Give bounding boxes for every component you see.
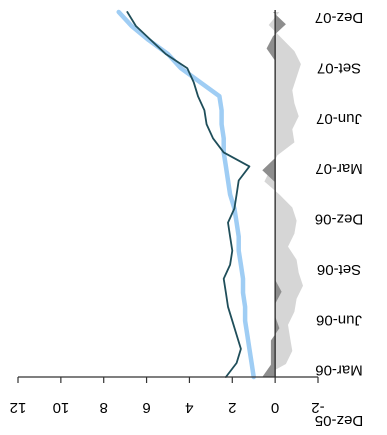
value-tick-label: 12 <box>10 399 27 416</box>
category-label: Set-07 <box>317 59 361 76</box>
value-tick-label: 4 <box>185 399 193 416</box>
category-label: Mar-06 <box>315 362 363 379</box>
value-tick-label: 2 <box>228 399 236 416</box>
category-label: Dez-06 <box>315 211 363 228</box>
category-label: Jun-06 <box>316 311 362 328</box>
category-label: Dez-05 <box>315 412 363 429</box>
value-tick-label: 10 <box>53 399 70 416</box>
value-tick-label: -2 <box>311 399 324 416</box>
category-label: Jun-07 <box>316 110 362 127</box>
category-label: Set-06 <box>317 261 361 278</box>
value-tick-label: 6 <box>142 399 150 416</box>
line-series-2 <box>126 11 251 378</box>
value-tick-label: 0 <box>271 399 279 416</box>
area-series-1 <box>262 12 303 377</box>
value-tick-label: 8 <box>100 399 108 416</box>
category-label: Mar-07 <box>315 160 363 177</box>
category-label: Dez-07 <box>315 9 363 26</box>
line-series-1 <box>116 9 256 380</box>
